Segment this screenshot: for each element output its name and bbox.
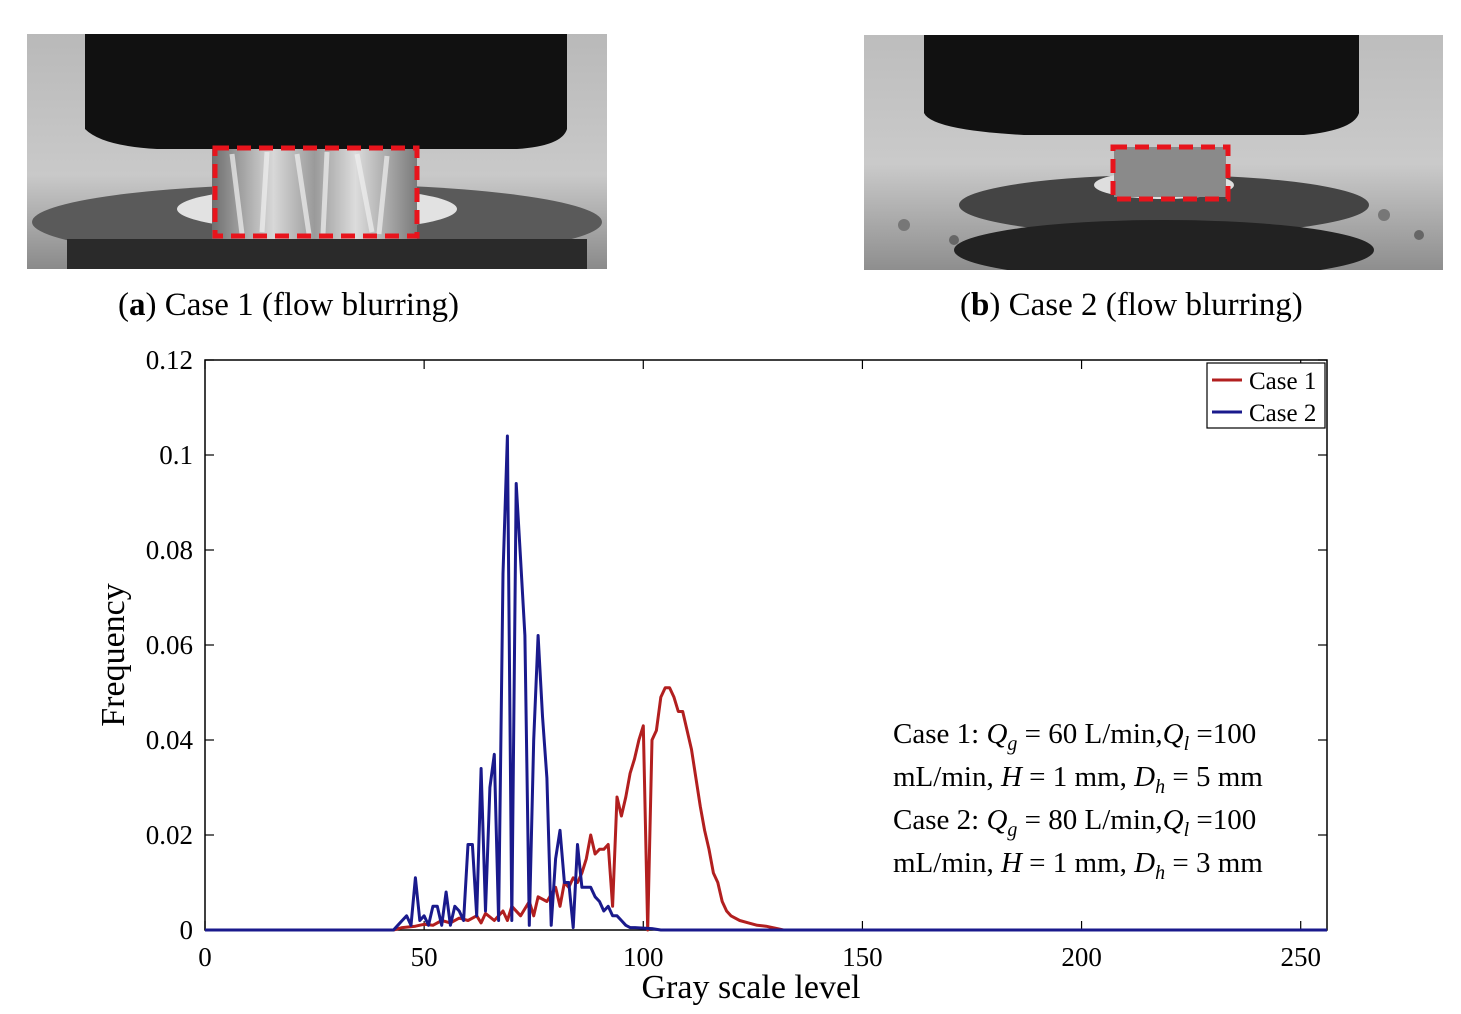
y-tick-label: 0.04 bbox=[146, 725, 194, 755]
anno-line-4: mL/min, H = 1 mm, Dh = 3 mm bbox=[893, 847, 1263, 884]
x-tick-label: 0 bbox=[198, 942, 212, 972]
x-tick-label: 50 bbox=[411, 942, 438, 972]
y-tick-label: 0 bbox=[180, 915, 194, 945]
photo-case-2 bbox=[864, 35, 1443, 270]
caption-b-letter: b bbox=[971, 287, 990, 323]
y-tick-label: 0.02 bbox=[146, 820, 193, 850]
anno-line-2: mL/min, H = 1 mm, Dh = 5 mm bbox=[893, 761, 1263, 798]
x-tick-label: 150 bbox=[842, 942, 883, 972]
caption-a-text: Case 1 (flow blurring) bbox=[164, 287, 459, 323]
y-tick-label: 0.1 bbox=[159, 440, 193, 470]
legend-label-case-2: Case 2 bbox=[1249, 400, 1316, 427]
highlight-box-b bbox=[1110, 144, 1231, 202]
highlight-box-a bbox=[212, 145, 420, 239]
caption-a: (a) Case 1 (flow blurring) bbox=[118, 287, 459, 323]
y-axis-title: Frequency bbox=[95, 583, 132, 727]
y-tick-label: 0.08 bbox=[146, 535, 193, 565]
y-tick-label: 0.06 bbox=[146, 630, 193, 660]
x-tick-label: 100 bbox=[623, 942, 664, 972]
histogram-chart: 0 50 100 150 200 250 0 0.02 0.04 0.06 0.08 0.1 0.12 G… bbox=[95, 345, 1328, 1006]
caption-b-text: Case 2 (flow blurring) bbox=[1008, 287, 1303, 323]
caption-a-letter: a bbox=[129, 287, 146, 323]
anno-line-1: Case 1: Qg = 60 L/min,Ql =100 bbox=[893, 718, 1257, 755]
case-parameters-annotation: Case 1: Qg = 60 L/min,Ql =100 mL/min, H … bbox=[893, 713, 1263, 885]
x-axis-title: Gray scale level bbox=[642, 969, 861, 1006]
legend-box bbox=[1206, 362, 1326, 429]
series-line-case-2 bbox=[205, 434, 1327, 932]
photo-case-1 bbox=[27, 34, 607, 269]
anno-line-3: Case 2: Qg = 80 L/min,Ql =100 bbox=[893, 804, 1257, 841]
x-tick-label: 250 bbox=[1280, 942, 1321, 972]
legend-label-case-1: Case 1 bbox=[1249, 368, 1316, 395]
x-tick-label: 200 bbox=[1061, 942, 1102, 972]
caption-b: (b) Case 2 (flow blurring) bbox=[960, 287, 1303, 323]
y-tick-label: 0.12 bbox=[146, 345, 193, 375]
series-line-case-1 bbox=[205, 686, 1327, 932]
